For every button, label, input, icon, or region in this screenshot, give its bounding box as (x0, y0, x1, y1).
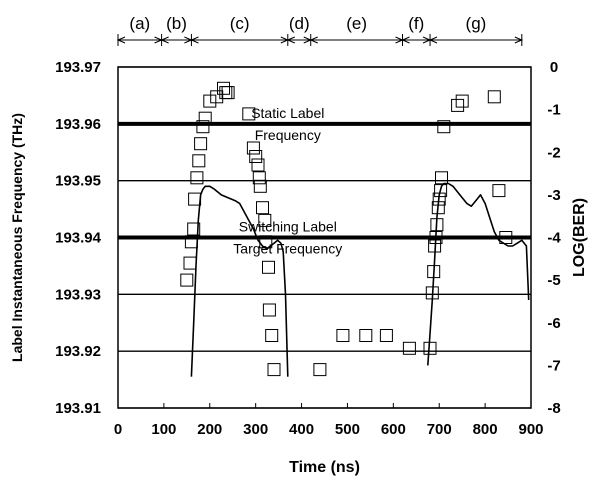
x-axis-label: Time (ns) (289, 459, 360, 476)
data-point (267, 363, 281, 377)
y-tick-label: 193.96 (55, 116, 101, 133)
reference-lines (118, 121, 531, 240)
y2-tick-label: 0 (550, 59, 558, 76)
region-label: (e) (346, 14, 367, 33)
plot-area (117, 66, 532, 409)
data-point (487, 90, 501, 104)
data-point (187, 222, 201, 236)
region-label: (c) (230, 14, 250, 33)
y2-tick-label: -3 (547, 187, 560, 204)
data-point (313, 363, 327, 377)
x-tick-label: 300 (243, 421, 268, 438)
y2-axis-ticks: -8 -7 -6 -5 -4 -3 -2 -1 0 (547, 59, 561, 417)
data-point (359, 329, 373, 342)
data-point (402, 341, 416, 355)
data-point (242, 107, 256, 121)
y-axis-ticks: 193.91 193.92 193.93 193.94 193.95 193.96 193.… (55, 59, 102, 417)
series-line (190, 185, 289, 377)
data-point (379, 329, 393, 342)
data-point (262, 303, 276, 317)
data-point (336, 329, 350, 342)
data-point (252, 171, 266, 185)
data-point (203, 94, 217, 108)
static-label-frequency-label-line2: Frequency (255, 127, 321, 143)
data-point (451, 98, 465, 112)
data-point (210, 90, 224, 104)
region-label: (f) (408, 14, 424, 33)
data-point (251, 158, 265, 172)
data-point (434, 184, 448, 198)
data-point (455, 94, 469, 108)
data-point (194, 137, 208, 151)
y-tick-label: 193.94 (55, 230, 102, 247)
data-point (188, 192, 202, 206)
data-point (246, 141, 260, 155)
switching-label-target-label-line1: Switching Label (239, 219, 337, 235)
y-axis-label: Label Instantaneous Frequency (THz) (9, 113, 25, 362)
x-tick-label: 700 (427, 421, 452, 438)
y2-tick-label: -7 (547, 357, 560, 374)
data-point (183, 256, 197, 270)
y2-tick-label: -4 (547, 230, 561, 247)
data-point (492, 184, 506, 198)
x-tick-label: 100 (151, 421, 176, 438)
data-point (437, 120, 451, 134)
data-point (217, 81, 230, 95)
x-tick-label: 800 (473, 421, 498, 438)
y2-tick-label: -1 (547, 102, 560, 119)
data-point (262, 260, 275, 274)
data-point (190, 171, 204, 185)
data-series (180, 81, 530, 377)
x-tick-label: 500 (335, 421, 360, 438)
data-point (258, 213, 272, 227)
region-label: (g) (466, 14, 487, 33)
y-tick-label: 193.95 (55, 173, 101, 190)
region-label: (d) (289, 14, 310, 33)
data-point (499, 231, 513, 244)
x-tick-label: 900 (518, 421, 543, 438)
x-tick-label: 400 (289, 421, 314, 438)
data-point (180, 273, 194, 287)
data-point (198, 111, 212, 125)
y-tick-label: 193.92 (55, 343, 101, 360)
data-point (221, 86, 235, 100)
region-annotations: (a) (b) (c) (d) (e) (f) (g) (116, 14, 524, 46)
data-point (192, 154, 206, 168)
y2-tick-label: -5 (547, 272, 560, 289)
data-point (435, 171, 448, 185)
reference-line-labels: Static Label Frequency Switching Label Targ… (233, 105, 342, 257)
data-point (253, 179, 267, 193)
data-point (256, 201, 269, 215)
data-point (249, 150, 263, 163)
switching-label-target-label-line2: Target Frequency (233, 241, 342, 257)
y2-tick-label: -8 (547, 400, 560, 417)
x-tick-label: 200 (197, 421, 222, 438)
y-tick-label: 193.93 (55, 286, 101, 303)
x-tick-label: 600 (381, 421, 406, 438)
data-point (196, 120, 210, 134)
y2-tick-label: -2 (547, 144, 560, 161)
static-label-frequency-label-line1: Static Label (251, 105, 324, 121)
y2-tick-label: -6 (547, 315, 560, 332)
series-line (427, 182, 530, 366)
y2-axis-label: LOG(BER) (571, 198, 588, 277)
y-tick-label: 193.91 (55, 400, 101, 417)
y-tick-label: 193.97 (55, 59, 101, 76)
x-axis-ticks: 0 100 200 300 400 500 600 700 800 900 (114, 403, 544, 438)
region-label: (b) (166, 14, 187, 33)
x-tick-label: 0 (114, 421, 122, 438)
region-label: (a) (129, 14, 150, 33)
data-point (265, 329, 279, 342)
